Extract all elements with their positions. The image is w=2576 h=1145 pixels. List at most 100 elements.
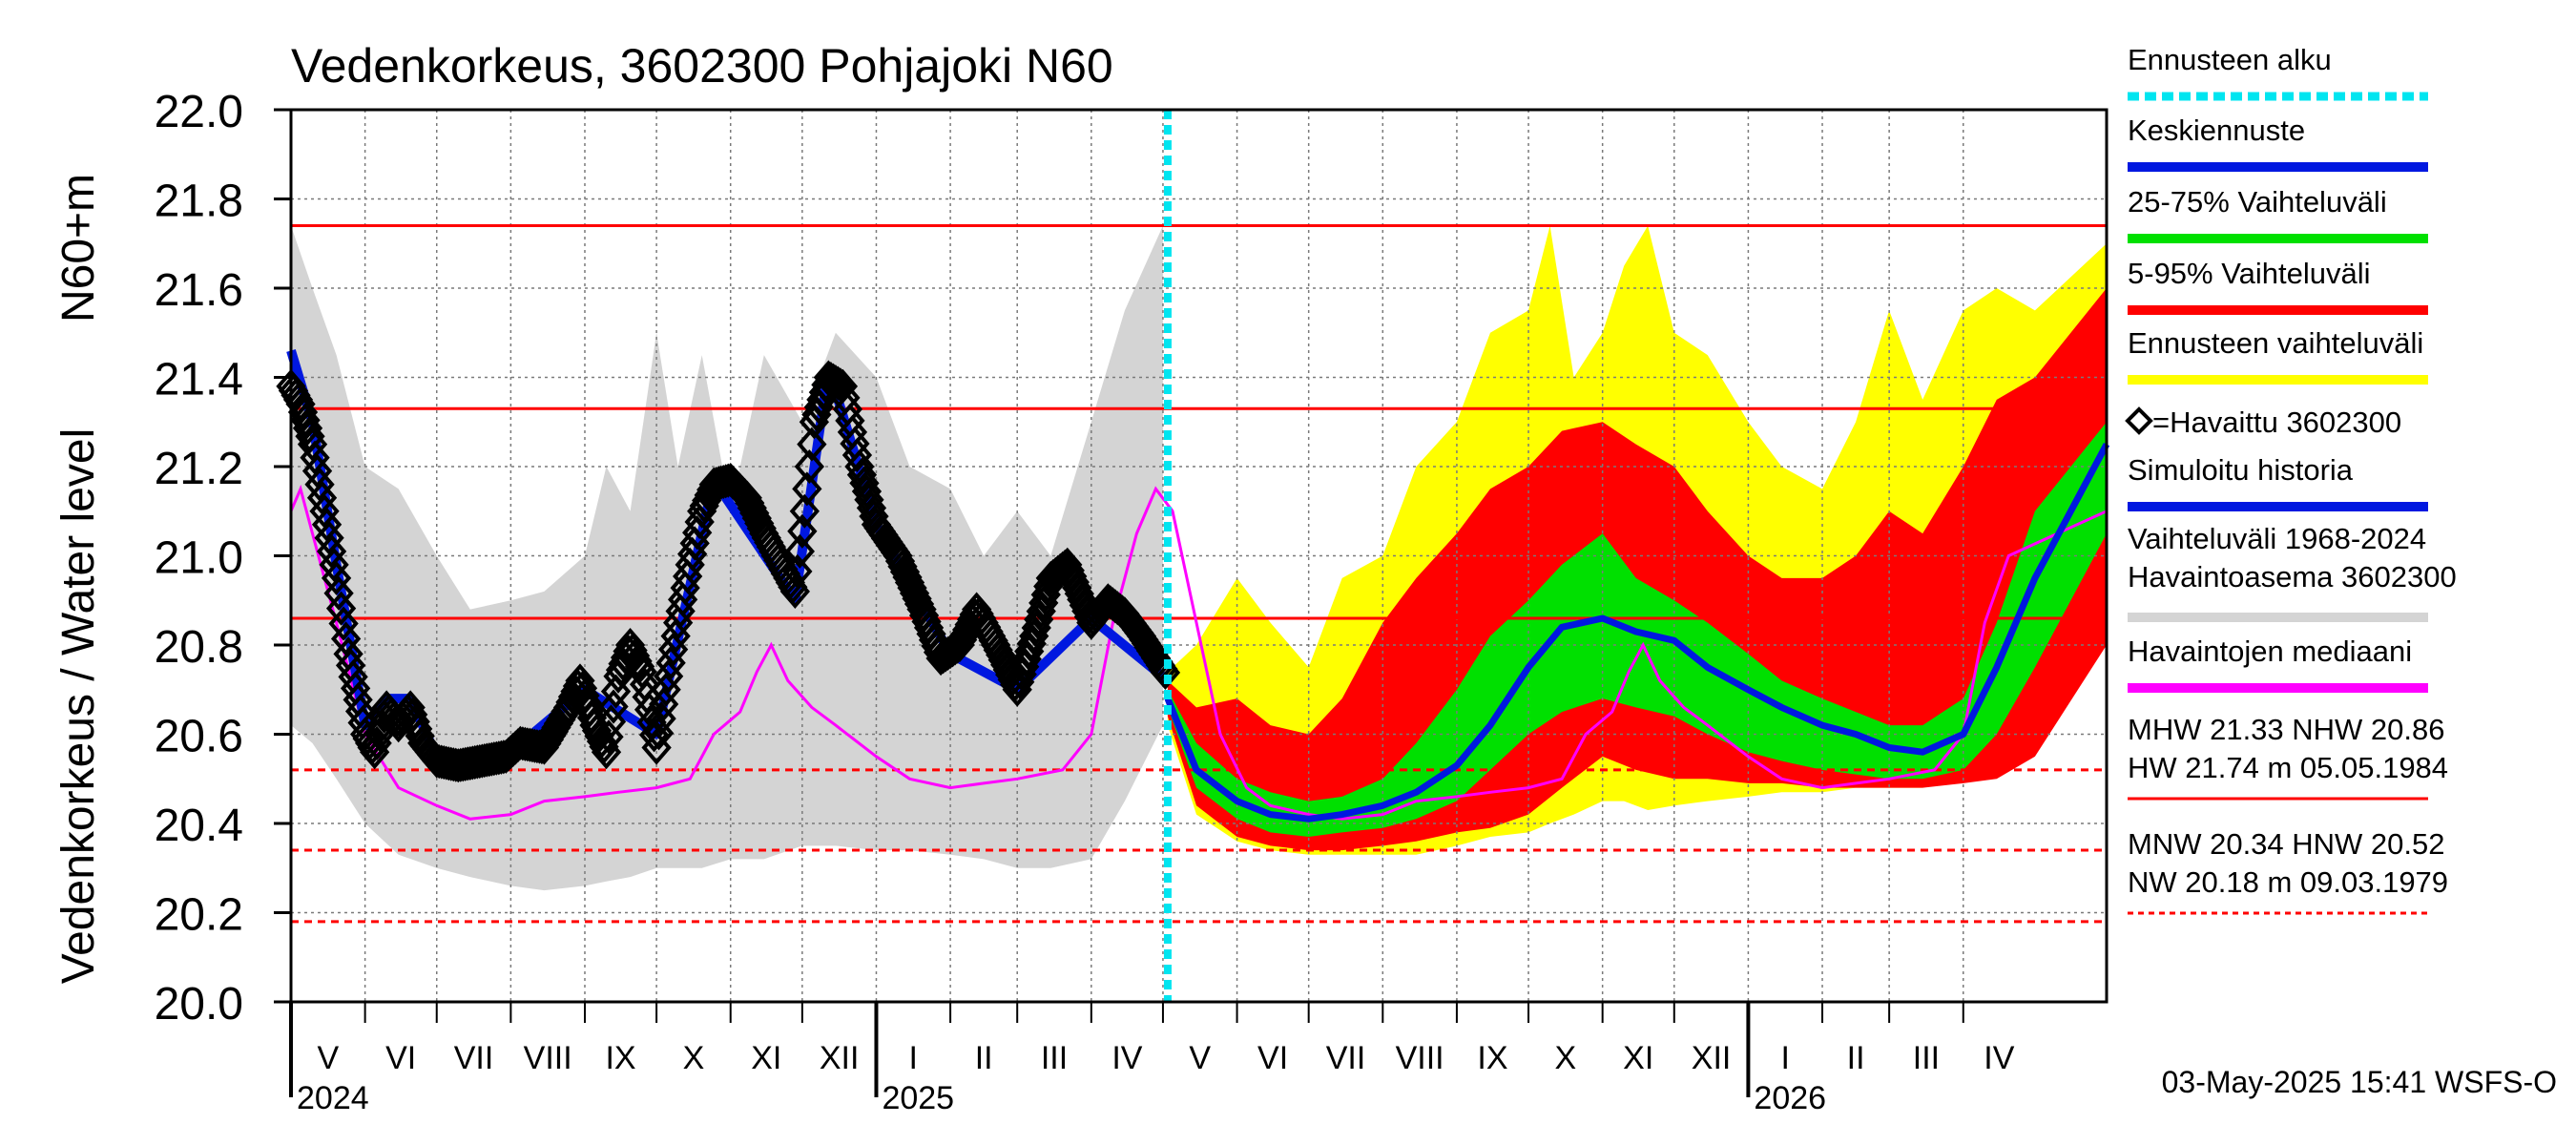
x-tick-label: X	[1555, 1040, 1577, 1076]
observed-marker	[794, 448, 825, 485]
observed-marker	[797, 427, 827, 462]
observed-marker	[319, 547, 349, 582]
x-tick-label: II	[975, 1040, 993, 1076]
y-tick-label: 22.0	[155, 87, 243, 137]
observed-marker	[328, 606, 359, 641]
x-tick-label: III	[1041, 1040, 1068, 1076]
x-tick-label: IV	[1111, 1040, 1142, 1076]
observed-marker	[1054, 552, 1085, 588]
observed-marker	[841, 437, 873, 473]
observed-marker	[851, 473, 883, 510]
y-tick-label: 20.2	[155, 890, 243, 941]
x-tick-label: III	[1913, 1040, 1940, 1076]
observed-marker	[1062, 571, 1092, 606]
observed-marker	[316, 533, 347, 569]
legend-label: Simuloitu historia	[2128, 453, 2354, 487]
y-tick-label: 21.0	[155, 533, 243, 584]
observed-marker	[323, 575, 354, 611]
x-tick-label: XII	[1692, 1040, 1732, 1076]
legend-label: =Havaittu 3602300	[2152, 406, 2401, 439]
x-tick-label: V	[317, 1040, 339, 1076]
y-tick-label: 21.8	[155, 177, 243, 227]
observed-marker	[792, 471, 822, 507]
y-tick-label: 20.8	[155, 622, 243, 673]
observed-marker	[325, 591, 357, 626]
observed-marker	[782, 553, 813, 589]
observed-marker	[1057, 558, 1088, 594]
x-tick-label: XII	[820, 1040, 860, 1076]
plot-area: 20.0 20.2 20.4 20.6 20.8 21.0 21.2 21.4 21.6 21.8…	[155, 87, 2110, 1116]
observed-marker	[304, 467, 335, 502]
legend-label: 5-95% Vaihteluväli	[2128, 257, 2370, 290]
y-tick-label: 20.0	[155, 979, 243, 1030]
observed-marker	[854, 482, 884, 517]
y-tick-label: 21.4	[155, 355, 243, 406]
observed-marker	[1052, 547, 1083, 582]
stats-line: MHW 21.33 NHW 20.86	[2128, 713, 2445, 746]
legend-label: Vaihteluväli 1968-2024	[2128, 522, 2426, 555]
y-tick-label: 20.4	[155, 801, 243, 851]
y-axis-unit: N60+m	[53, 174, 104, 323]
x-tick-label: V	[1189, 1040, 1211, 1076]
legend-marker	[2125, 406, 2153, 435]
observed-marker	[787, 513, 818, 549]
legend-label: Havaintoasema 3602300	[2128, 560, 2457, 593]
observed-marker	[1064, 576, 1094, 612]
band-5-95	[1167, 288, 2107, 851]
y-axis-label: Vedenkorkeus / Water level	[53, 428, 104, 985]
x-tick-label: VII	[1326, 1040, 1366, 1076]
x-tick-label: IV	[1984, 1040, 2014, 1076]
x-tick-label: I	[1780, 1040, 1789, 1076]
observed-marker	[1067, 582, 1097, 617]
observed-marker	[846, 457, 878, 492]
median-line	[289, 484, 2108, 821]
observed-marker	[844, 448, 875, 485]
stats-line: NW 20.18 m 09.03.1979	[2128, 865, 2448, 899]
stats-line: MNW 20.34 HNW 20.52	[2128, 827, 2445, 861]
x-tick-label: VI	[1257, 1040, 1288, 1076]
footer-timestamp: 03-May-2025 15:41 WSFS-O	[2162, 1065, 2557, 1099]
observed-marker	[287, 394, 319, 430]
x-tick-label: VI	[385, 1040, 416, 1076]
observed-marker	[301, 453, 333, 489]
x-tick-label: VIII	[1396, 1040, 1444, 1076]
observed-marker	[784, 533, 815, 569]
legend-label: Ennusteen vaihteluväli	[2128, 326, 2423, 360]
observed-marker	[330, 621, 362, 656]
y-tick-label: 21.6	[155, 265, 243, 316]
chart-title: Vedenkorkeus, 3602300 Pohjajoki N60	[291, 39, 1113, 93]
mean-forecast-line	[1164, 442, 2110, 822]
legend-label: Keskiennuste	[2128, 114, 2305, 147]
observed-marker	[314, 520, 344, 555]
x-tick-label: II	[1847, 1040, 1865, 1076]
legend-label: 25-75% Vaihteluväli	[2128, 185, 2387, 219]
x-tick-label: VIII	[524, 1040, 572, 1076]
observed-marker	[292, 410, 323, 446]
x-tick-label: XI	[1623, 1040, 1653, 1076]
year-label: 2026	[1754, 1080, 1826, 1116]
observed-marker	[297, 427, 328, 462]
observed-marker	[309, 493, 340, 529]
x-tick-label: I	[909, 1040, 918, 1076]
observed-marker	[290, 403, 321, 438]
history-range-band	[291, 225, 1163, 891]
legend-label: Ennusteen alku	[2128, 43, 2332, 76]
x-tick-label: IX	[605, 1040, 635, 1076]
observed-marker	[849, 466, 880, 501]
observed-marker	[300, 440, 330, 475]
x-tick-label: XI	[751, 1040, 781, 1076]
observed-marker	[311, 507, 343, 542]
year-label: 2024	[297, 1080, 369, 1116]
x-tick-label: X	[683, 1040, 705, 1076]
y-tick-label: 20.6	[155, 712, 243, 762]
observed-marker	[306, 480, 338, 515]
observed-marker	[789, 493, 820, 529]
legend: Ennusteen alku Keskiennuste 25-75% Vaihtel…	[2125, 43, 2457, 915]
year-label: 2025	[882, 1080, 954, 1116]
stats-line: HW 21.74 m 05.05.1984	[2128, 751, 2448, 784]
observed-marker	[1150, 655, 1181, 690]
legend-label: Havaintojen mediaani	[2128, 635, 2412, 668]
observed-marker	[779, 573, 810, 609]
observed-marker	[1059, 565, 1090, 600]
